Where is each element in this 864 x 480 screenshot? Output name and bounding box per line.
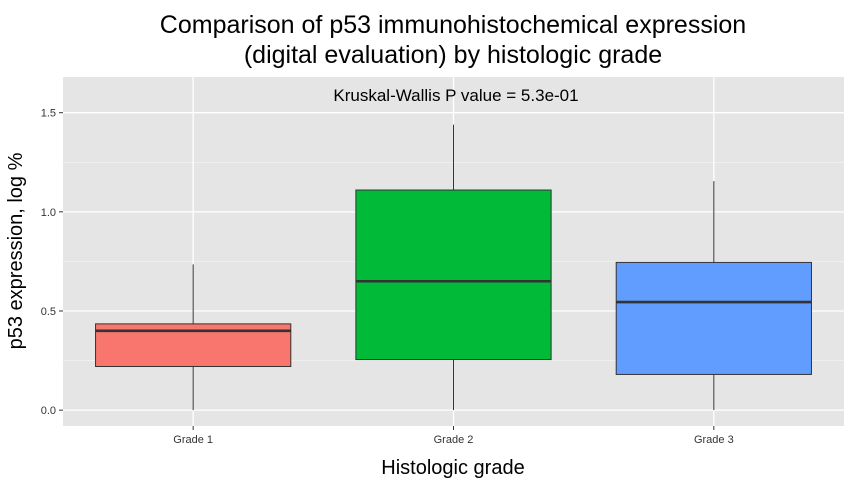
y-axis-label: p53 expression, log % [5, 152, 27, 349]
box-grade-2 [355, 124, 552, 411]
box-iqr [355, 189, 552, 361]
y-tick-label: 0.0 [41, 405, 56, 417]
y-axis: 0.0 0.5 1.0 1.5 [41, 108, 63, 417]
kruskal-wallis-annotation: Kruskal-Wallis P value = 5.3e-01 [333, 86, 578, 105]
boxes [95, 124, 812, 411]
x-tick-label: Grade 1 [173, 434, 213, 446]
y-tick-label: 1.5 [41, 108, 56, 120]
box-grade-1 [95, 264, 292, 411]
y-tick-label: 0.5 [41, 306, 56, 318]
box-grade-3 [615, 181, 812, 411]
chart-title-line2: (digital evaluation) by histologic grade [244, 41, 662, 69]
x-tick-label: Grade 2 [434, 434, 474, 446]
box-iqr [615, 261, 812, 375]
x-axis: Grade 1 Grade 2 Grade 3 [173, 426, 734, 446]
x-axis-label: Histologic grade [381, 457, 524, 479]
x-tick-label: Grade 3 [694, 434, 734, 446]
y-tick-label: 1.0 [41, 207, 56, 219]
chart-title-line1: Comparison of p53 immunohistochemical ex… [160, 11, 746, 39]
